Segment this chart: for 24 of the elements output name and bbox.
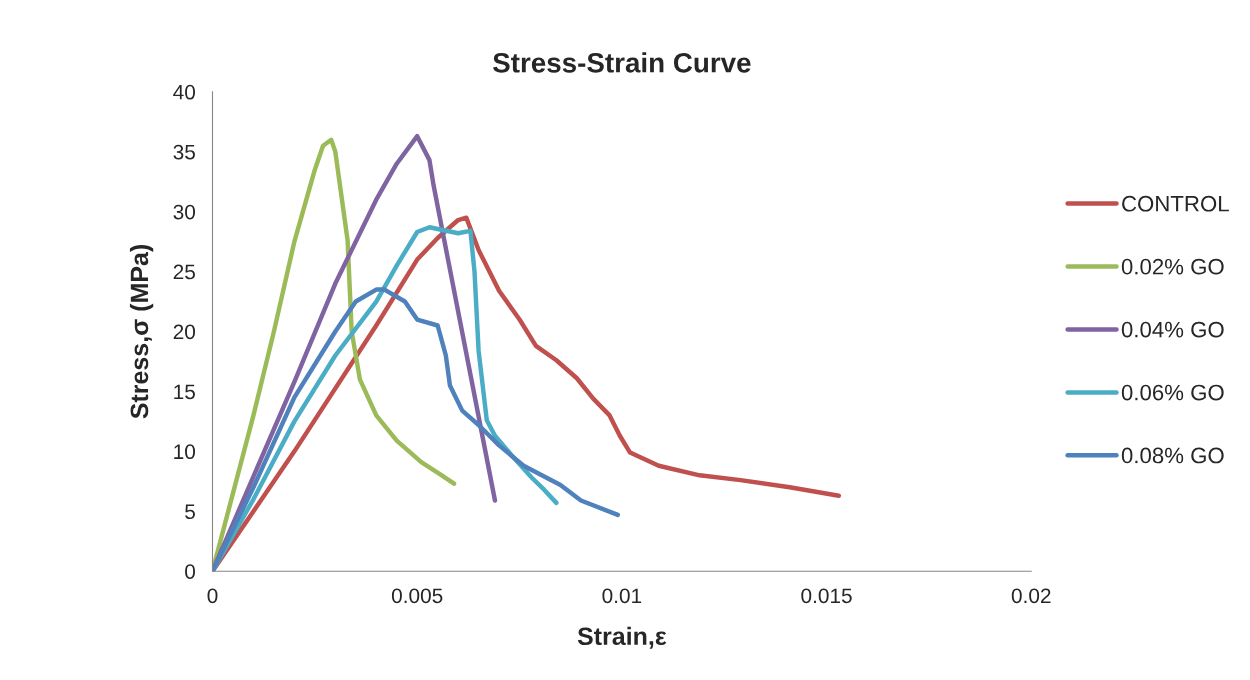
x-tick-label: 0.015 — [801, 588, 852, 604]
legend-label: 0.08% GO — [1121, 447, 1224, 464]
line-series — [212, 215, 842, 572]
x-axis-title: Strain,ε — [577, 626, 667, 649]
x-tick-label: 0.02 — [1011, 588, 1051, 604]
y-tick-label: 0 — [185, 564, 196, 579]
y-tick-label: 30 — [173, 204, 196, 220]
y-tick-label: 35 — [173, 144, 195, 160]
y-tick-label: 20 — [173, 324, 196, 340]
legend-label: 0.04% GO — [1121, 321, 1224, 338]
chart-title: Stress-Strain Curve — [493, 52, 751, 73]
y-axis-title: Stress,σ (MPa) — [129, 245, 154, 419]
x-tick-label: 0.005 — [391, 588, 443, 604]
x-tick-label: 0 — [207, 588, 218, 604]
legend-label: 0.06% GO — [1121, 384, 1224, 401]
y-tick-label: 5 — [185, 504, 195, 520]
y-tick-label: 10 — [174, 444, 196, 460]
line-series — [212, 287, 620, 572]
y-tick-label: 40 — [173, 84, 196, 100]
legend-label: 0.02% GO — [1121, 258, 1224, 275]
legend-label: CONTROL — [1122, 195, 1229, 212]
x-tick-label: 0.01 — [602, 588, 642, 604]
y-tick-label: 15 — [174, 384, 195, 400]
y-tick-label: 25 — [173, 264, 195, 280]
